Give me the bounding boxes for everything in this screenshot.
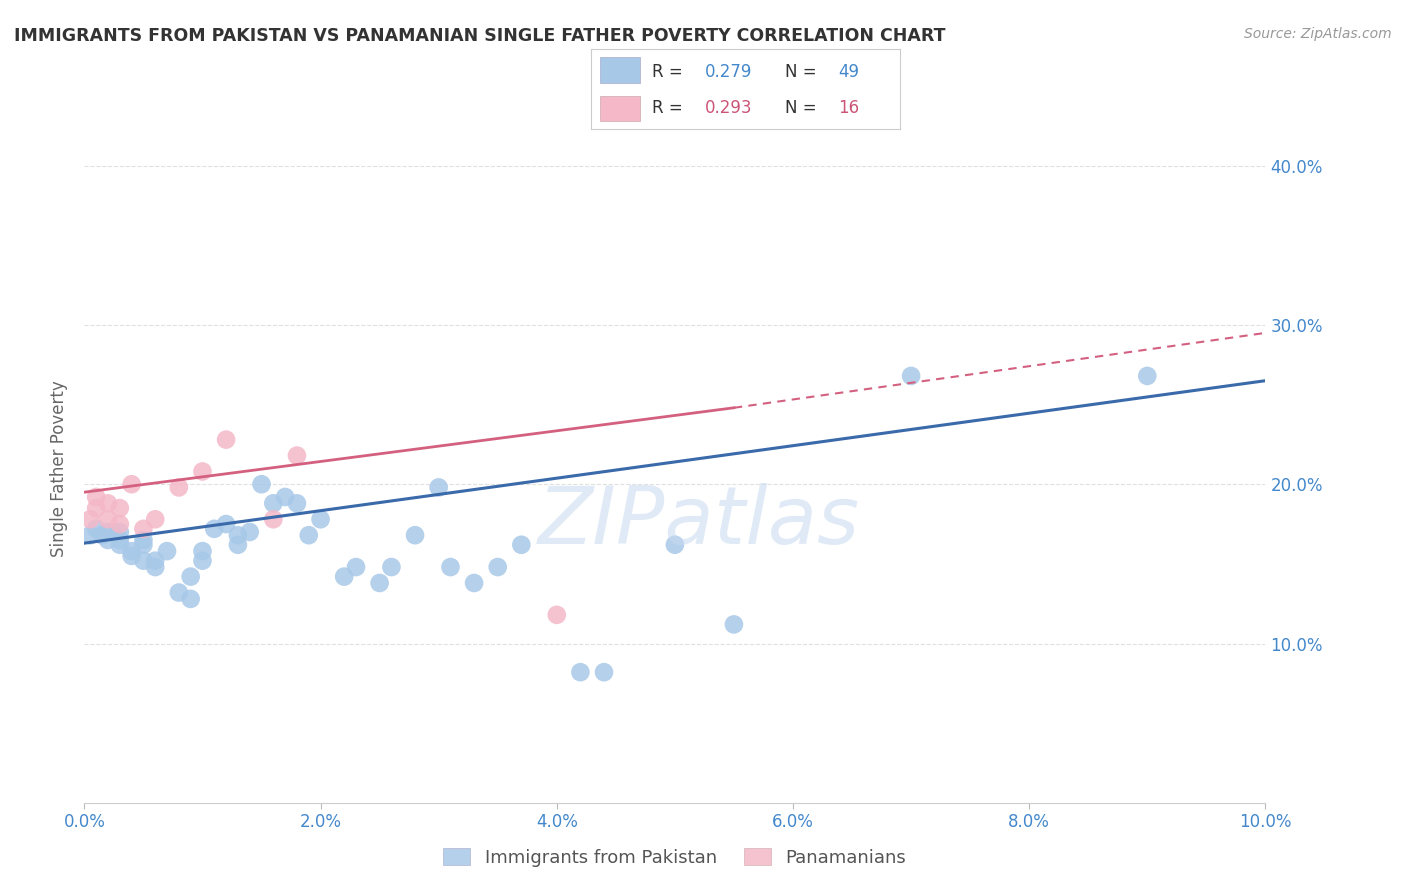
Point	[463, 576, 485, 591]
Point	[333, 569, 356, 583]
Text: Source: ZipAtlas.com: Source: ZipAtlas.com	[1244, 27, 1392, 41]
Point	[191, 544, 214, 558]
Point	[486, 560, 509, 574]
Point	[262, 496, 284, 510]
Point	[309, 512, 332, 526]
Point	[108, 538, 131, 552]
Point	[156, 544, 179, 558]
Point	[215, 433, 238, 447]
Point	[84, 490, 107, 504]
Point	[298, 528, 321, 542]
Point	[91, 528, 114, 542]
Point	[132, 533, 155, 547]
Point	[143, 560, 166, 574]
Point	[79, 512, 101, 526]
Point	[132, 522, 155, 536]
Point	[121, 549, 143, 563]
Point	[274, 490, 297, 504]
Point	[404, 528, 426, 542]
Text: 0.293: 0.293	[704, 100, 752, 118]
Point	[108, 501, 131, 516]
Point	[143, 554, 166, 568]
Point	[97, 512, 120, 526]
Text: R =: R =	[652, 100, 689, 118]
Point	[132, 538, 155, 552]
Point	[285, 449, 308, 463]
Point	[546, 607, 568, 622]
Text: ZIPatlas: ZIPatlas	[537, 483, 859, 561]
Point	[202, 522, 225, 536]
Text: 49: 49	[838, 62, 859, 80]
Point	[121, 544, 143, 558]
Text: N =: N =	[786, 62, 823, 80]
Point	[108, 517, 131, 532]
Point	[344, 560, 367, 574]
Point	[1136, 368, 1159, 383]
Point	[250, 477, 273, 491]
Point	[262, 512, 284, 526]
Point	[103, 524, 125, 539]
Bar	[600, 57, 640, 83]
Point	[380, 560, 402, 574]
Point	[167, 585, 190, 599]
Point	[108, 524, 131, 539]
Text: IMMIGRANTS FROM PAKISTAN VS PANAMANIAN SINGLE FATHER POVERTY CORRELATION CHART: IMMIGRANTS FROM PAKISTAN VS PANAMANIAN S…	[14, 27, 946, 45]
Point	[510, 538, 533, 552]
Point	[239, 524, 262, 539]
Text: N =: N =	[786, 100, 823, 118]
Point	[593, 665, 616, 680]
Point	[180, 569, 202, 583]
Legend: Immigrants from Pakistan, Panamanians: Immigrants from Pakistan, Panamanians	[436, 841, 914, 874]
Text: 0.279: 0.279	[704, 62, 752, 80]
Point	[97, 524, 120, 539]
Text: R =: R =	[652, 62, 689, 80]
Point	[143, 512, 166, 526]
Point	[215, 517, 238, 532]
Point	[427, 480, 450, 494]
Point	[439, 560, 461, 574]
Point	[108, 533, 131, 547]
Point	[180, 591, 202, 606]
Point	[191, 465, 214, 479]
Point	[121, 477, 143, 491]
Point	[84, 522, 107, 536]
Point	[664, 538, 686, 552]
Bar	[600, 95, 640, 121]
Point	[84, 501, 107, 516]
Point	[368, 576, 391, 591]
Point	[900, 368, 922, 383]
Point	[97, 496, 120, 510]
Text: 16: 16	[838, 100, 859, 118]
Point	[191, 554, 214, 568]
Point	[97, 533, 120, 547]
Point	[79, 528, 101, 542]
Point	[569, 665, 592, 680]
Point	[723, 617, 745, 632]
Point	[226, 528, 249, 542]
Point	[226, 538, 249, 552]
Y-axis label: Single Father Poverty: Single Father Poverty	[51, 380, 69, 557]
Point	[167, 480, 190, 494]
Point	[285, 496, 308, 510]
Point	[132, 554, 155, 568]
